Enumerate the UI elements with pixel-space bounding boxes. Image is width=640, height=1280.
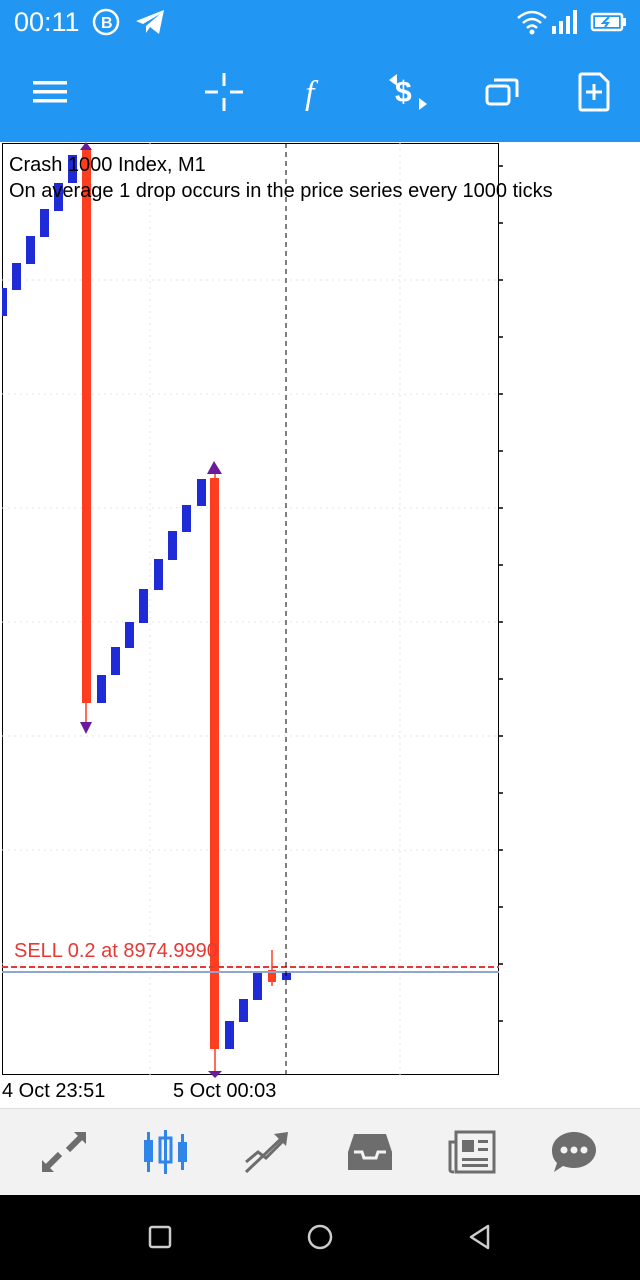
svg-text:$: $ [395,76,412,109]
news-icon[interactable] [444,1127,500,1177]
bull-candles [2,155,291,1049]
sell-order-label: SELL 0.2 at 8974.9990 [14,940,218,962]
wifi-icon [516,8,548,41]
trade-arrows [80,142,222,1078]
status-bar: 00:11 B [0,0,640,44]
bottom-navigation [0,1108,640,1196]
new-order-icon[interactable] [570,68,618,116]
candle-chart[interactable] [0,140,640,1100]
home-icon[interactable] [298,1215,342,1259]
telegram-icon [134,8,166,41]
chart-area[interactable] [2,143,499,1075]
crosshair-icon[interactable] [200,68,248,116]
x-axis-label: 4 Oct 23:51 [2,1080,106,1102]
battery-icon [590,8,628,41]
status-time: 00:11 [14,7,80,37]
history-icon[interactable] [342,1127,398,1177]
system-navigation [0,1195,640,1280]
svg-text:f: f [305,75,319,112]
signal-icon [550,8,580,41]
b-badge-icon: B [92,8,122,43]
recent-apps-icon[interactable] [138,1215,182,1259]
price-axis-ticks [499,165,503,1022]
x-axis-label: 5 Oct 00:03 [173,1080,277,1102]
trade-icon[interactable]: $ [384,68,432,116]
back-icon[interactable] [458,1215,502,1259]
menu-icon[interactable] [26,68,74,116]
bear-candles [82,145,276,1072]
quotes-icon[interactable] [36,1127,92,1177]
trade-icon[interactable] [240,1127,296,1177]
svg-text:B: B [101,15,113,32]
chat-icon[interactable] [546,1127,602,1177]
chart-symbol-title: Crash 1000 Index, M1 [9,154,206,176]
chart-icon[interactable] [138,1127,194,1177]
indicators-icon[interactable]: f [292,68,340,116]
chart-description: On average 1 drop occurs in the price se… [9,180,553,202]
windows-icon[interactable] [478,68,526,116]
chart-toolbar: f $ [0,44,640,142]
